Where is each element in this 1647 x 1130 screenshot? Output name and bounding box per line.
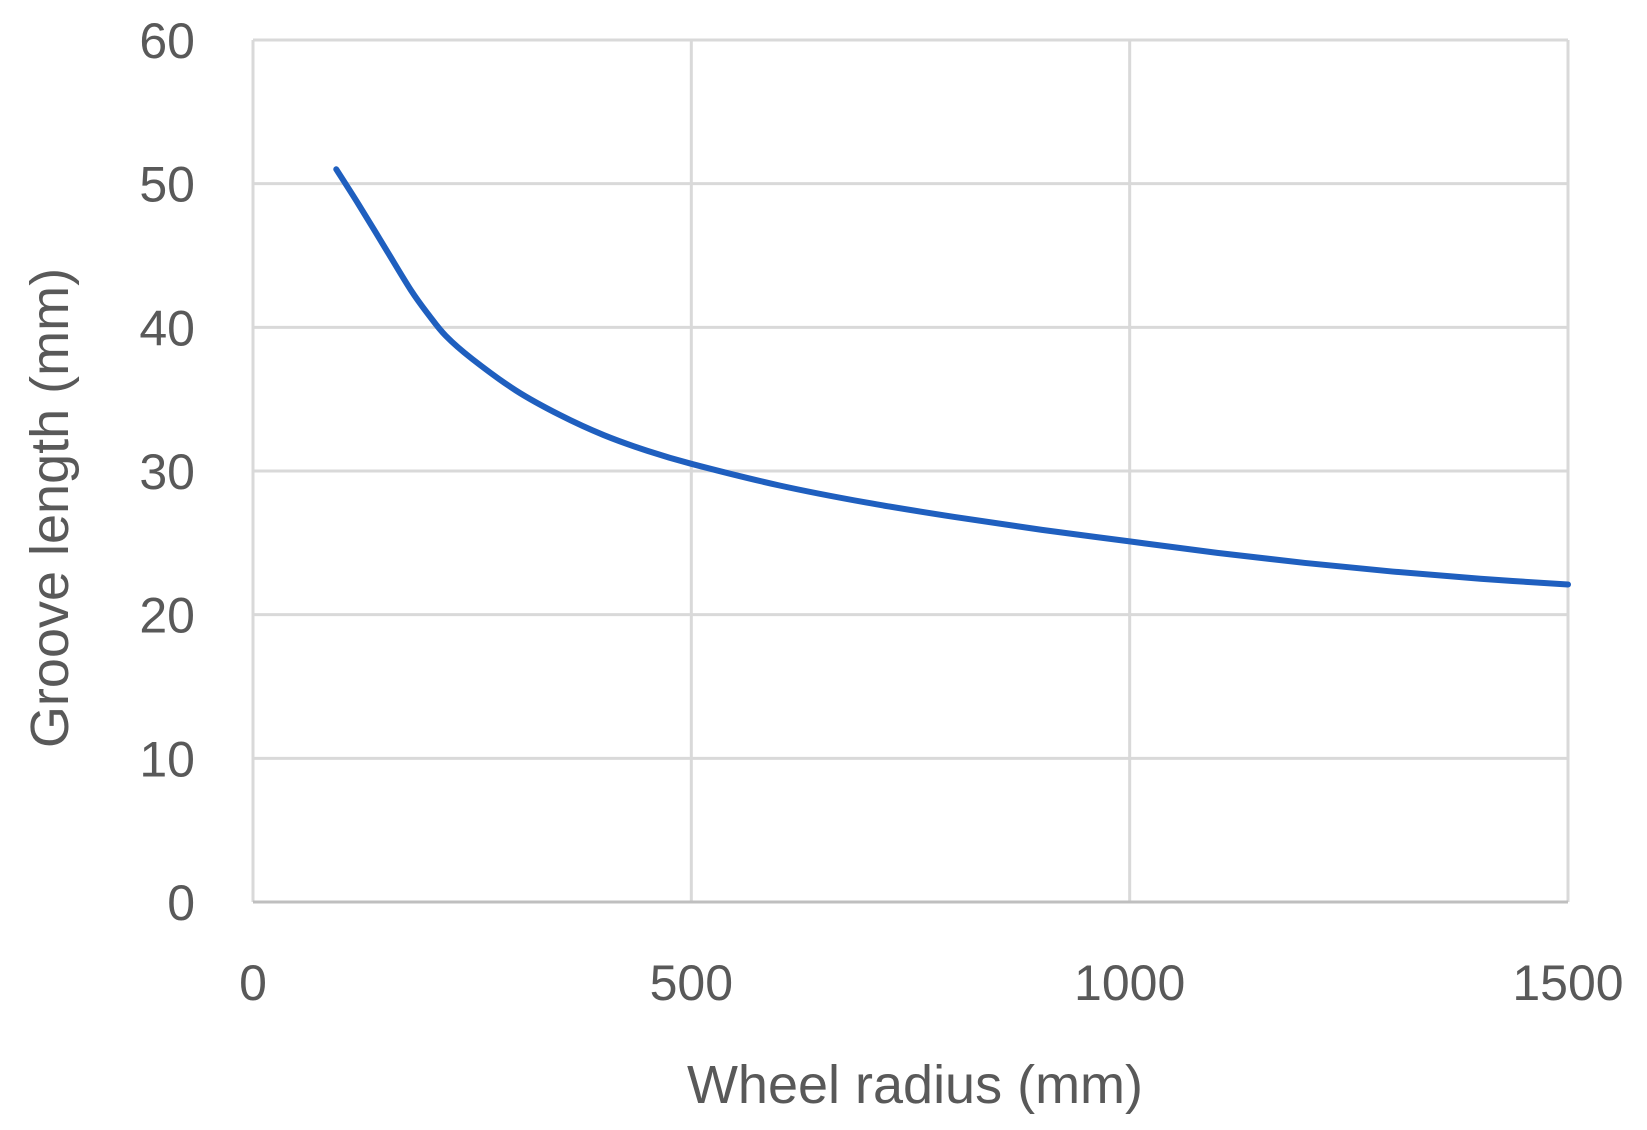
y-tick-label: 50 [139, 157, 195, 213]
y-tick-label: 10 [139, 731, 195, 787]
x-axis-tick-labels: 0 500 1000 1500 [239, 955, 1624, 1011]
y-tick-label: 60 [139, 13, 195, 69]
gridlines [251, 38, 1570, 902]
x-tick-label: 1000 [1074, 955, 1185, 1011]
series-line-0 [333, 166, 1571, 588]
x-axis-title: Wheel radius (mm) [687, 1055, 1143, 1115]
y-tick-label: 0 [167, 875, 195, 931]
y-tick-label: 40 [139, 300, 195, 356]
series-group [333, 166, 1571, 588]
y-axis-title: Groove length (mm) [20, 268, 80, 748]
x-tick-label: 500 [650, 955, 733, 1011]
x-tick-label: 0 [239, 955, 267, 1011]
y-tick-label: 30 [139, 444, 195, 500]
x-tick-label: 1500 [1512, 955, 1623, 1011]
y-axis-tick-labels: 0 10 20 30 40 50 60 [139, 13, 195, 931]
y-tick-label: 20 [139, 588, 195, 644]
